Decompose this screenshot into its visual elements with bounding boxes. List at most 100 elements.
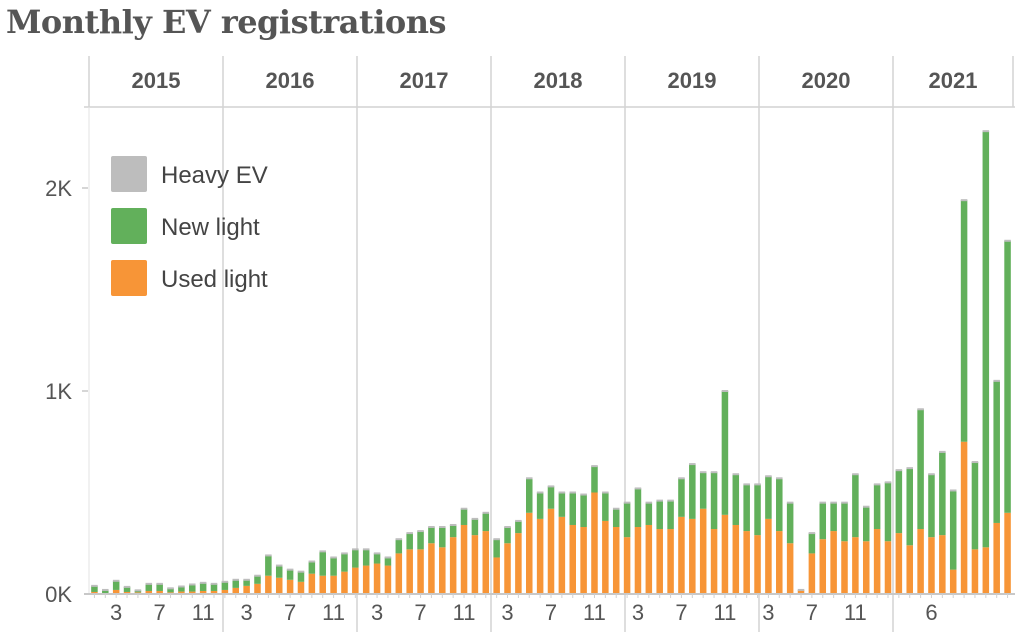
bar-used-light-56: [689, 518, 696, 594]
x-tick-label: 7: [154, 600, 166, 625]
y-tick-label: 2K: [45, 176, 72, 201]
bar-cap-26: [362, 548, 370, 551]
bar-cap-51: [634, 487, 642, 490]
bar-new-light-57: [699, 472, 707, 509]
x-tick-label: 6: [925, 600, 937, 625]
year-label-2017: 2017: [400, 68, 449, 93]
bar-used-light-61: [743, 531, 750, 594]
bar-cap-68: [819, 501, 827, 504]
x-tick-label: 3: [110, 600, 122, 625]
bar-cap-73: [873, 483, 881, 486]
bar-cap-64: [776, 477, 783, 480]
bar-used-light-40: [515, 533, 522, 594]
bar-used-light-25: [352, 567, 359, 594]
bar-used-light-84: [993, 522, 1000, 594]
bar-cap-17: [265, 554, 272, 557]
x-tick-label: 3: [371, 600, 383, 625]
x-tick-label: 11: [583, 600, 606, 625]
bar-cap-29: [395, 538, 403, 541]
bar-cap-58: [710, 471, 718, 474]
year-label-2018: 2018: [534, 68, 583, 93]
bar-new-light-64: [776, 478, 783, 532]
bar-cap-37: [482, 511, 490, 514]
bar-new-light-31: [417, 531, 424, 550]
bar-new-light-47: [591, 466, 598, 493]
bar-new-light-82: [971, 462, 979, 550]
y-tick-label: 0K: [45, 582, 72, 607]
bar-new-light-30: [406, 533, 413, 550]
bar-cap-81: [960, 199, 968, 202]
bar-used-light-19: [286, 579, 294, 594]
bar-cap-52: [645, 501, 653, 504]
bar-used-light-82: [971, 549, 979, 594]
bar-cap-54: [667, 499, 674, 502]
bar-cap-3: [112, 579, 120, 582]
bar-used-light-15: [243, 585, 250, 594]
bar-used-light-3: [112, 589, 120, 594]
x-tick-label: 7: [414, 600, 426, 625]
bar-cap-15: [243, 578, 250, 581]
bar-new-light-37: [482, 512, 490, 532]
bar-new-light-33: [439, 527, 446, 548]
bar-used-light-20: [297, 581, 305, 594]
bar-cap-55: [678, 477, 685, 480]
legend-swatch-heavy-ev: [111, 156, 147, 192]
bar-used-light-29: [395, 553, 403, 594]
bar-used-light-75: [895, 533, 903, 594]
bar-used-light-76: [906, 545, 913, 594]
bar-cap-13: [221, 580, 229, 583]
bar-used-light-45: [569, 524, 576, 594]
bar-new-light-59: [721, 391, 729, 515]
y-axis: 0K 1K 2K: [45, 176, 88, 607]
bar-used-light-73: [873, 529, 881, 594]
bar-new-light-13: [221, 581, 229, 590]
legend-swatch-new-light: [111, 208, 147, 244]
bar-cap-25: [352, 548, 359, 551]
bar-new-light-50: [623, 502, 631, 538]
bar-used-light-22: [319, 575, 326, 594]
bar-used-light-80: [949, 569, 957, 594]
bar-cap-43: [547, 485, 555, 488]
bar-new-light-41: [526, 478, 533, 513]
bar-used-light-74: [884, 541, 892, 594]
legend-label-heavy-ev: Heavy EV: [161, 162, 268, 189]
bar-new-light-56: [689, 464, 696, 519]
bar-cap-22: [319, 550, 326, 553]
year-label-2015: 2015: [132, 68, 181, 93]
bar-used-light-43: [547, 508, 555, 594]
bar-new-light-63: [765, 476, 772, 519]
bar-new-light-49: [612, 508, 620, 528]
bar-cap-10: [189, 583, 196, 586]
bar-used-light-38: [493, 557, 500, 594]
year-label-2019: 2019: [668, 68, 717, 93]
bar-cap-16: [254, 574, 261, 577]
bar-cap-21: [308, 560, 316, 563]
bar-new-light-1: [91, 585, 98, 592]
bar-used-light-1: [91, 591, 98, 594]
bar-cap-47: [591, 465, 598, 468]
bar-cap-38: [493, 538, 500, 541]
bar-used-light-85: [1004, 512, 1011, 594]
bar-new-light-34: [449, 524, 457, 538]
bar-used-light-70: [841, 541, 848, 594]
bar-new-light-73: [873, 484, 881, 530]
bar-new-light-42: [536, 492, 544, 519]
bar-new-light-27: [373, 553, 381, 564]
bar-cap-61: [743, 483, 750, 486]
bar-cap-44: [558, 491, 566, 494]
bar-new-light-16: [254, 575, 261, 584]
bar-used-light-49: [612, 527, 620, 594]
legend: Heavy EV New light Used light: [111, 156, 268, 296]
x-tick-label: 7: [545, 600, 557, 625]
bar-cap-74: [884, 481, 892, 484]
bar-new-light-65: [786, 502, 794, 544]
bar-used-light-35: [460, 524, 468, 594]
bar-new-light-80: [949, 490, 957, 570]
bar-new-light-77: [917, 409, 924, 530]
bar-new-light-24: [341, 553, 348, 572]
bar-used-light-54: [667, 529, 674, 594]
bar-new-light-35: [460, 508, 468, 525]
bar-used-light-4: [123, 591, 131, 594]
bar-new-light-8: [167, 588, 174, 593]
bar-used-light-62: [754, 535, 761, 594]
